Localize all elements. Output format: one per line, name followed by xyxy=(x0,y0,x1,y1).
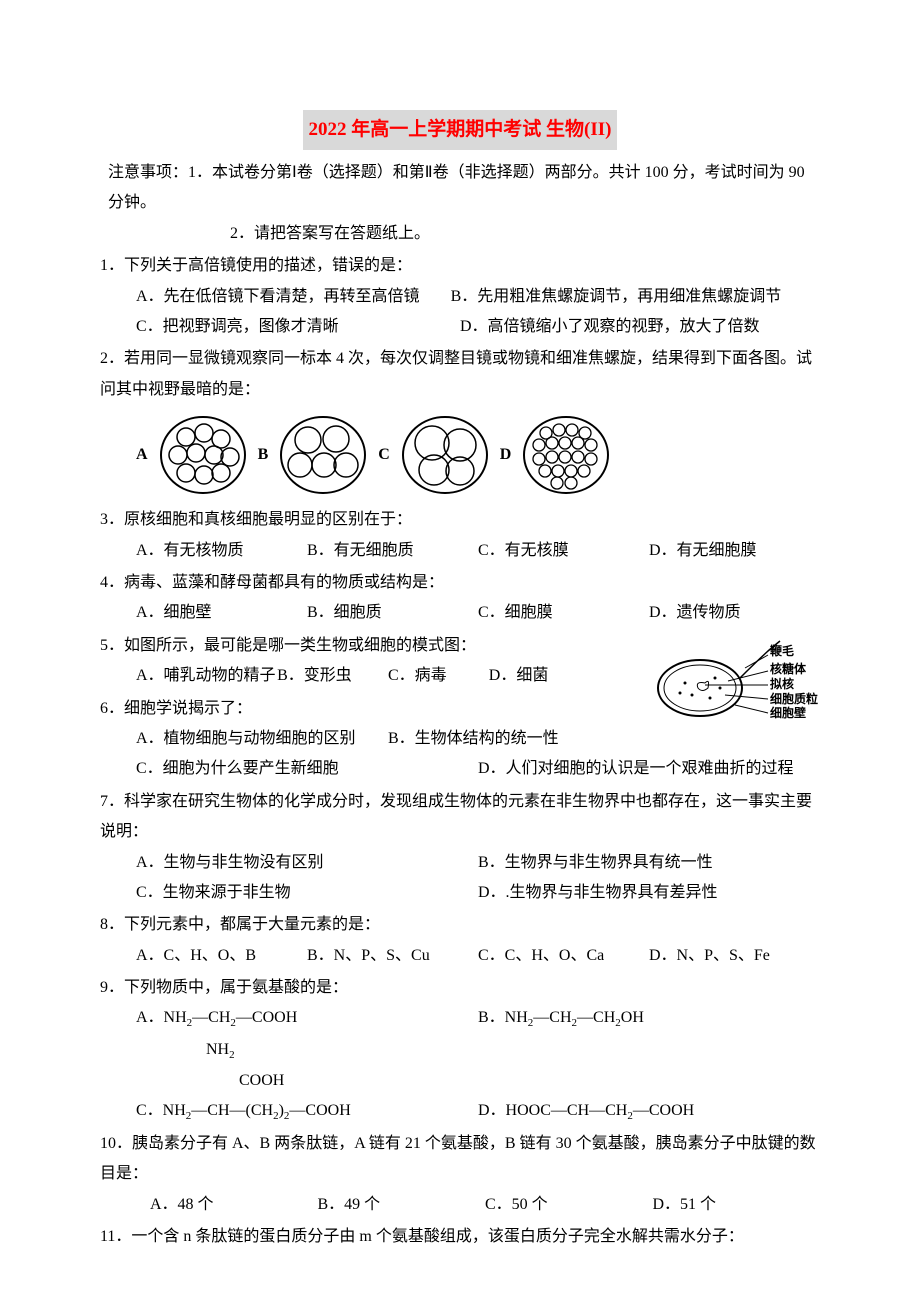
q3-opt-c: C．有无核膜 xyxy=(478,536,649,566)
q4-opt-a: A．细胞壁 xyxy=(136,598,307,628)
q8-opts: A．C、H、O、B B．N、P、S、Cu C．C、H、O、Ca D．N、P、S、… xyxy=(136,941,820,971)
q2-stem: 2．若用同一显微镜观察同一标本 4 次，每次仅调整目镜或物镜和细准焦螺旋，结果得… xyxy=(100,344,820,405)
notice-line1: 1．本试卷分第Ⅰ卷（选择题）和第Ⅱ卷（非选择题）两部分。共计 100 分，考试时… xyxy=(108,164,805,211)
q7-opts-row2: C．生物来源于非生物 D．.生物界与非生物界具有差异性 xyxy=(136,878,820,908)
label-cytoplasm: 细胞质粒 xyxy=(770,691,818,706)
q1-opts: A．先在低倍镜下看清楚，再转至高倍镜 B．先用粗准焦螺旋调节，再用细准焦螺旋调节… xyxy=(136,282,820,343)
q5-opt-b: B．变形虫 xyxy=(277,661,388,691)
q2-circle-c-icon xyxy=(400,415,490,495)
question-9: 9．下列物质中，属于氨基酸的是： A．NH2—CH2—COOH B．NH2—CH… xyxy=(100,973,820,1127)
q10-opt-c: C．50 个 xyxy=(485,1190,653,1220)
bacteria-icon: 鞭毛 核糖体 拟核 细胞质粒 细胞壁 xyxy=(650,633,820,733)
q6-opts-row2: C．细胞为什么要产生新细胞 D．人们对细胞的认识是一个艰难曲折的过程 xyxy=(136,754,820,784)
q6-opt-c: C．细胞为什么要产生新细胞 xyxy=(136,754,478,784)
q9-d-subline: COOH xyxy=(136,1066,581,1096)
notice-label: 注意事项： xyxy=(108,164,188,181)
q5-opts: A．哺乳动物的精子 B．变形虫 C．病毒 D．细菌 xyxy=(136,661,640,691)
q6-opt-d: D．人们对细胞的认识是一个艰难曲折的过程 xyxy=(478,754,820,784)
q9-opt-a: A．NH2—CH2—COOH xyxy=(136,1003,478,1034)
q7-opt-d: D．.生物界与非生物界具有差异性 xyxy=(478,878,820,908)
question-10: 10．胰岛素分子有 A、B 两条肽链，A 链有 21 个氨基酸，B 链有 30 … xyxy=(100,1129,820,1220)
q9-stem: 9．下列物质中，属于氨基酸的是： xyxy=(100,973,820,1003)
q6-opt-a: A．植物细胞与动物细胞的区别 xyxy=(136,724,388,754)
q2-label-d: D xyxy=(500,440,512,470)
q3-opt-d: D．有无细胞膜 xyxy=(649,536,820,566)
q4-opt-d: D．遗传物质 xyxy=(649,598,820,628)
notice-line2: 2．请把答案写在答题纸上。 xyxy=(230,219,820,249)
q2-label-c: C xyxy=(378,440,390,470)
q10-opt-b: B．49 个 xyxy=(318,1190,486,1220)
q7-opt-a: A．生物与非生物没有区别 xyxy=(136,848,478,878)
q8-opt-b: B．N、P、S、Cu xyxy=(307,941,478,971)
label-ribosome: 核糖体 xyxy=(770,661,807,676)
q5-opt-a: A．哺乳动物的精子 xyxy=(136,661,277,691)
q9-c-subline: NH2 xyxy=(206,1035,478,1066)
q6-opt-b: B．生物体结构的统一性 xyxy=(388,724,640,754)
q2-label-a: A xyxy=(136,440,148,470)
q8-opt-c: C．C、H、O、Ca xyxy=(478,941,649,971)
q3-stem: 3．原核细胞和真核细胞最明显的区别在于： xyxy=(100,505,820,535)
label-cellwall: 细胞壁 xyxy=(770,705,806,720)
q4-opts: A．细胞壁 B．细胞质 C．细胞膜 D．遗传物质 xyxy=(136,598,820,628)
q6-opts-row1: A．植物细胞与动物细胞的区别 B．生物体结构的统一性 xyxy=(136,724,640,754)
q9-opts-row1: A．NH2—CH2—COOH B．NH2—CH2—CH2OH xyxy=(136,1003,820,1034)
question-3: 3．原核细胞和真核细胞最明显的区别在于： A．有无核物质 B．有无细胞质 C．有… xyxy=(100,505,820,566)
q5-opt-d: D．细菌 xyxy=(489,661,590,691)
page-title: 2022 年高一上学期期中考试 生物(II) xyxy=(303,110,618,150)
q4-opt-b: B．细胞质 xyxy=(307,598,478,628)
question-2: 2．若用同一显微镜观察同一标本 4 次，每次仅调整目镜或物镜和细准焦螺旋，结果得… xyxy=(100,344,820,495)
q10-stem: 10．胰岛素分子有 A、B 两条肽链，A 链有 21 个氨基酸，B 链有 30 … xyxy=(100,1129,820,1190)
question-7: 7．科学家在研究生物体的化学成分时，发现组成生物体的元素在非生物界中也都存在，这… xyxy=(100,787,820,909)
q2-label-b: B xyxy=(258,440,269,470)
q3-opt-a: A．有无核物质 xyxy=(136,536,307,566)
question-8: 8．下列元素中，都属于大量元素的是： A．C、H、O、B B．N、P、S、Cu … xyxy=(100,910,820,971)
q5-opt-c: C．病毒 xyxy=(388,661,489,691)
q9-opt-d: D．HOOC—CH—CH2—COOH xyxy=(478,1096,820,1127)
notice-block: 注意事项：1．本试卷分第Ⅰ卷（选择题）和第Ⅱ卷（非选择题）两部分。共计 100 … xyxy=(108,158,820,219)
q8-opt-d: D．N、P、S、Fe xyxy=(649,941,820,971)
question-4: 4．病毒、蓝藻和酵母菌都具有的物质或结构是： A．细胞壁 B．细胞质 C．细胞膜… xyxy=(100,568,820,629)
q8-opt-a: A．C、H、O、B xyxy=(136,941,307,971)
q7-opts-row1: A．生物与非生物没有区别 B．生物界与非生物界具有统一性 xyxy=(136,848,820,878)
label-nucleoid: 拟核 xyxy=(770,676,794,691)
q2-circle-a-icon xyxy=(158,415,248,495)
q2-images: A B C xyxy=(136,415,820,495)
q1-opt-d: D．高倍镜缩小了观察的视野，放大了倍数 xyxy=(460,312,820,342)
q7-opt-c: C．生物来源于非生物 xyxy=(136,878,478,908)
q10-opts: A．48 个 B．49 个 C．50 个 D．51 个 xyxy=(150,1190,820,1220)
q10-opt-d: D．51 个 xyxy=(653,1190,821,1220)
question-11: 11．一个含 n 条肽链的蛋白质分子由 m 个氨基酸组成，该蛋白质分子完全水解共… xyxy=(100,1222,820,1252)
q1-opt-b: B．先用粗准焦螺旋调节，再用细准焦螺旋调节 xyxy=(451,282,820,312)
q9-sub-row: NH2 COOH xyxy=(136,1035,820,1096)
question-1: 1．下列关于高倍镜使用的描述，错误的是： A．先在低倍镜下看清楚，再转至高倍镜 … xyxy=(100,251,820,342)
q1-opt-c: C．把视野调亮，图像才清晰 xyxy=(100,312,460,342)
q5-bacteria-diagram: 鞭毛 核糖体 拟核 细胞质粒 细胞壁 xyxy=(650,633,820,733)
q8-stem: 8．下列元素中，都属于大量元素的是： xyxy=(100,910,820,940)
q1-stem: 1．下列关于高倍镜使用的描述，错误的是： xyxy=(100,251,820,281)
q7-stem: 7．科学家在研究生物体的化学成分时，发现组成生物体的元素在非生物界中也都存在，这… xyxy=(100,787,820,848)
q3-opt-b: B．有无细胞质 xyxy=(307,536,478,566)
q9-opts-row2: C．NH2—CH—(CH2)2—COOH D．HOOC—CH—CH2—COOH xyxy=(136,1096,820,1127)
title-wrap: 2022 年高一上学期期中考试 生物(II) xyxy=(100,110,820,150)
q3-opts: A．有无核物质 B．有无细胞质 C．有无核膜 D．有无细胞膜 xyxy=(136,536,820,566)
q9-opt-b: B．NH2—CH2—CH2OH xyxy=(478,1003,820,1034)
q4-opt-c: C．细胞膜 xyxy=(478,598,649,628)
q4-stem: 4．病毒、蓝藻和酵母菌都具有的物质或结构是： xyxy=(100,568,820,598)
q10-opt-a: A．48 个 xyxy=(150,1190,318,1220)
q2-circle-b-icon xyxy=(278,415,368,495)
q2-circle-d-icon xyxy=(521,415,611,495)
q11-stem: 11．一个含 n 条肽链的蛋白质分子由 m 个氨基酸组成，该蛋白质分子完全水解共… xyxy=(100,1222,820,1252)
q7-opt-b: B．生物界与非生物界具有统一性 xyxy=(478,848,820,878)
label-flagellum: 鞭毛 xyxy=(770,643,794,658)
q1-opt-a: A．先在低倍镜下看清楚，再转至高倍镜 xyxy=(136,282,451,312)
q9-opt-c: C．NH2—CH—(CH2)2—COOH xyxy=(136,1096,478,1127)
